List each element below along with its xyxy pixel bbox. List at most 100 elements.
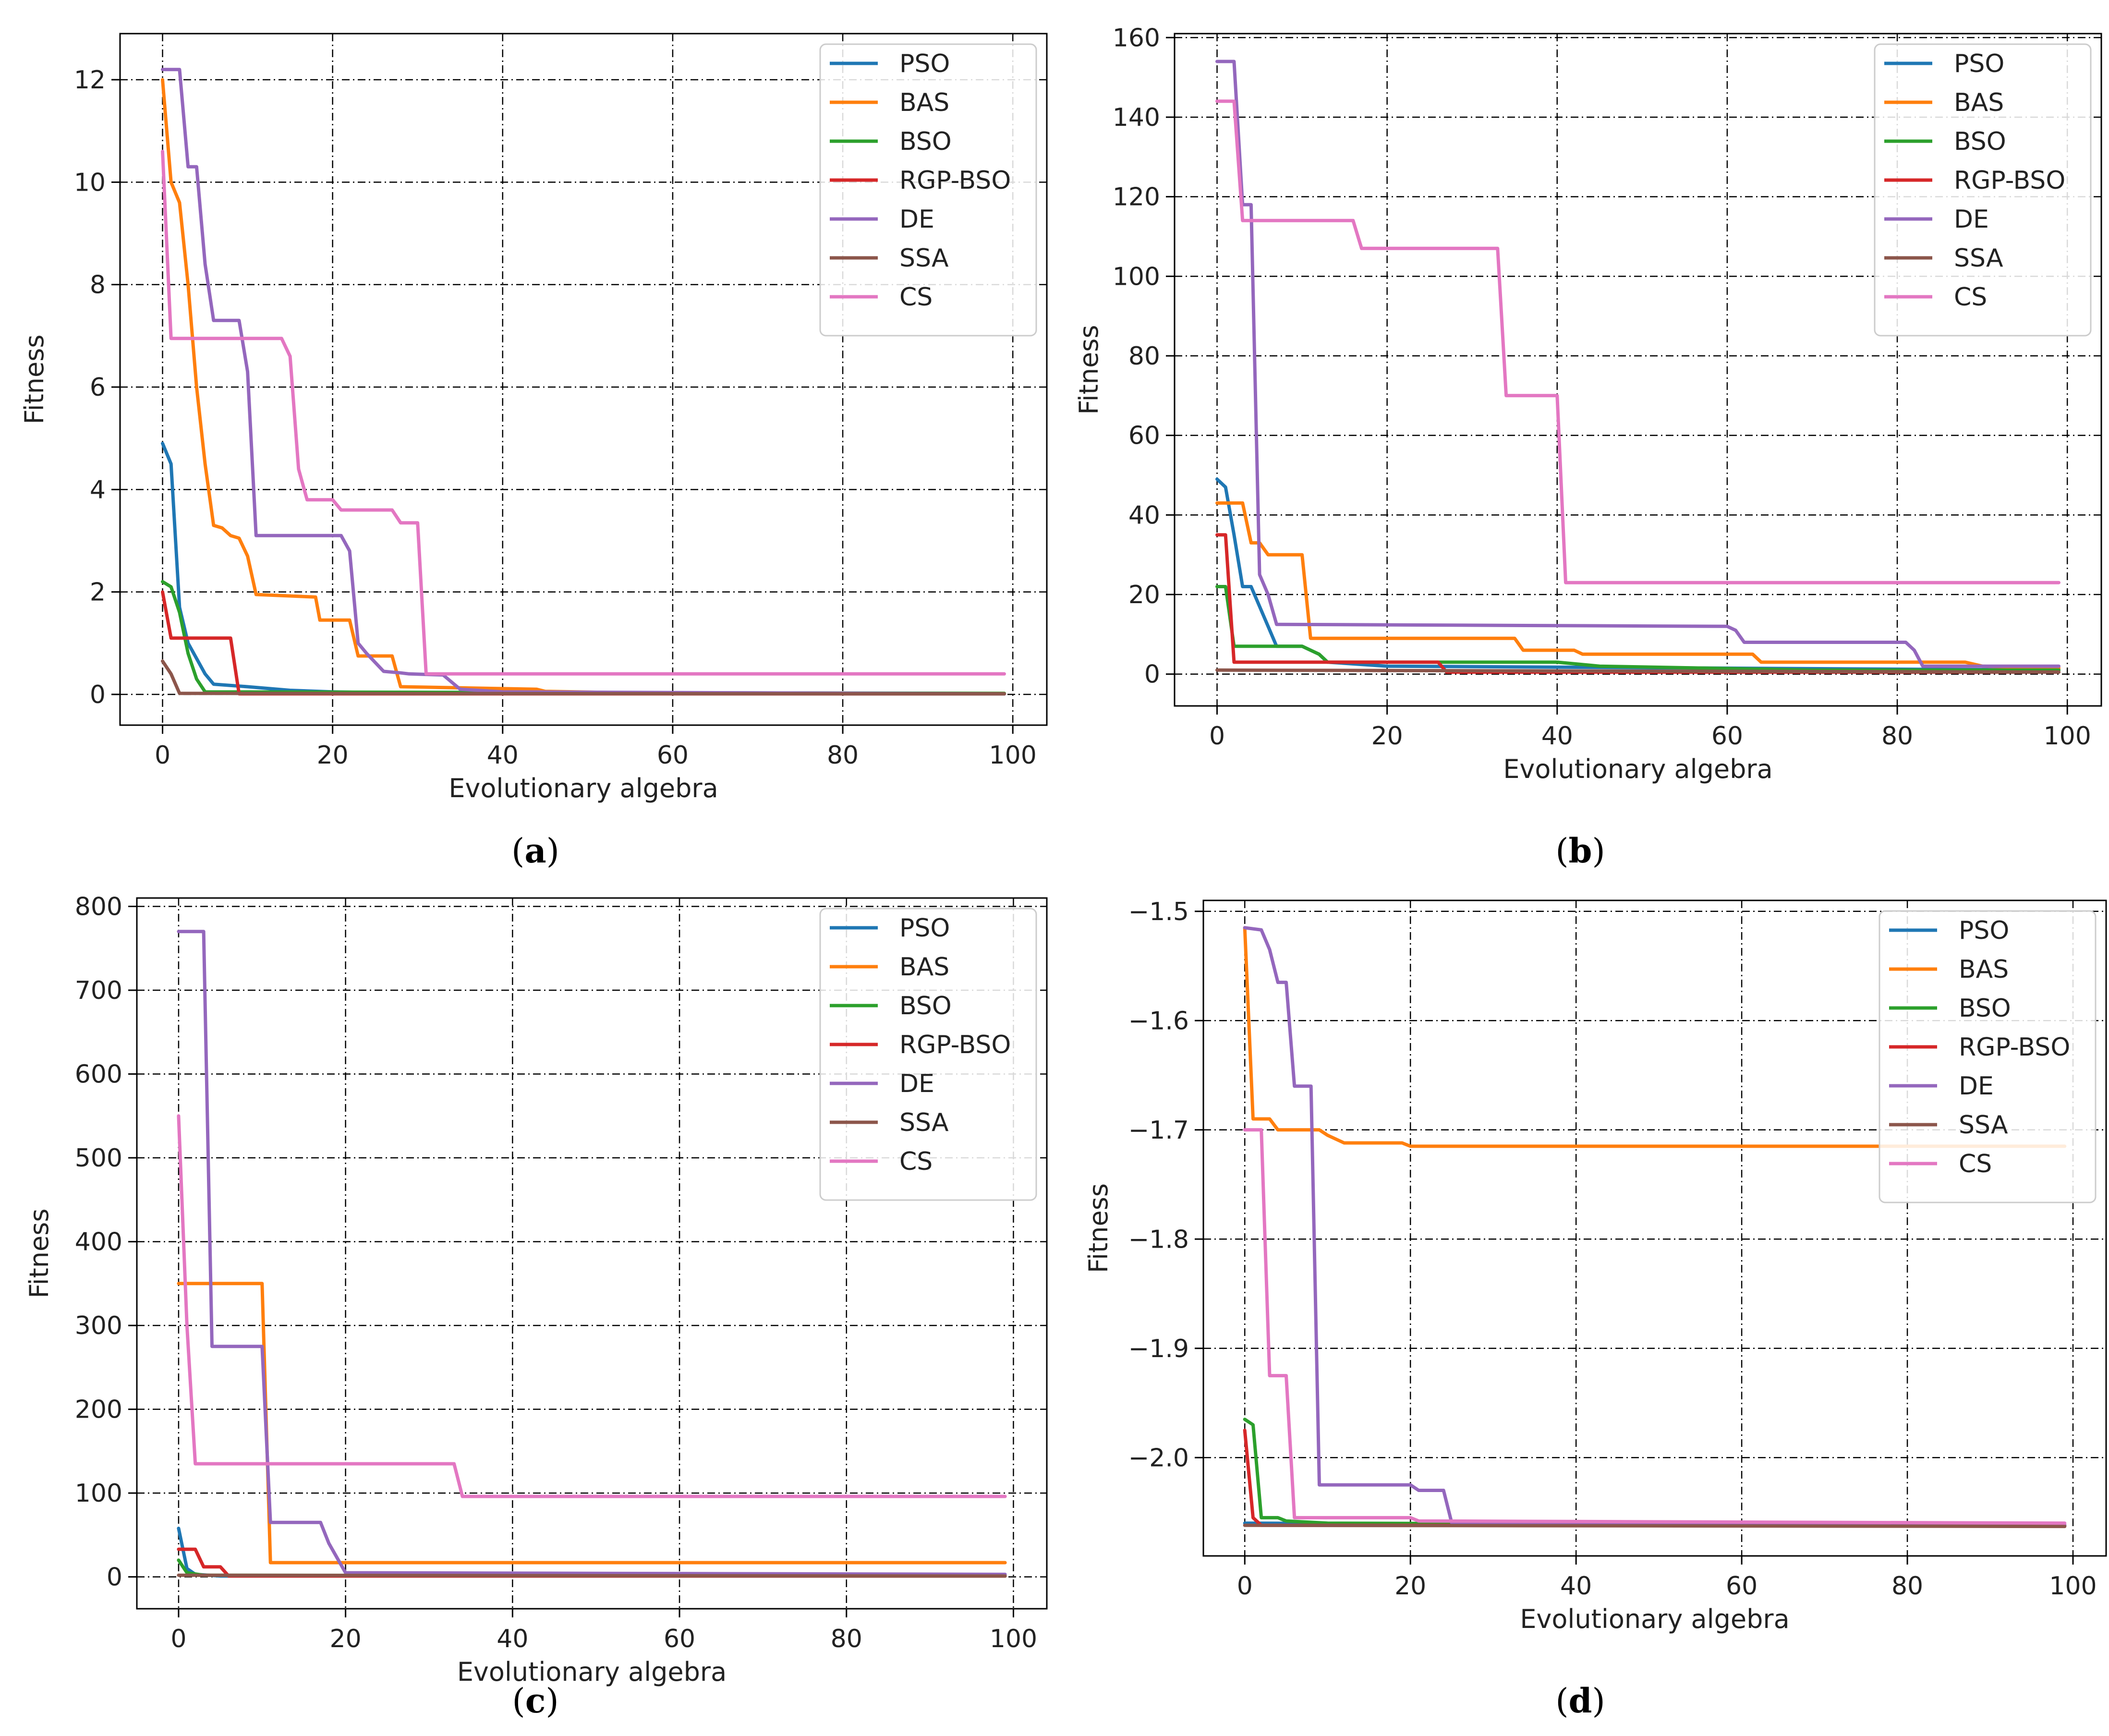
x-tick-label: 60 [1711,722,1743,751]
legend-label: RGP-BSO [1959,1033,2070,1062]
series-line-cs [177,1114,1007,1498]
x-tick-label: 40 [1560,1572,1592,1601]
x-tick-label: 0 [155,741,170,770]
x-tick-label: 80 [1881,722,1913,751]
legend-label: BAS [899,88,949,117]
chart-panel-c: 0 20 40 60 80 100 0 100 200 300 400 500 600 700 800 Evo… [0,864,1054,1736]
series-line-ssa [1215,668,2061,674]
x-tick-label: 20 [330,1625,362,1653]
y-tick-label: −2.0 [1128,1444,1189,1472]
x-tick-label: 100 [2049,1572,2097,1601]
x-tick-label: 0 [1209,722,1225,751]
legend: PSO BAS BSO RGP-BSO DE SSA CS [1879,910,2097,1203]
series-line-bso [1243,1418,2067,1527]
x-tick-label: 40 [1541,722,1573,751]
y-tick-label: 2 [90,578,106,607]
x-axis-label: Evolutionary algebra [457,1657,727,1687]
y-tick-label: 700 [75,976,122,1005]
legend-label: BAS [1954,88,2004,117]
y-tick-label: 80 [1128,342,1160,371]
legend-label: CS [899,283,933,312]
series-line-bas [1243,926,2067,1148]
legend-label: RGP-BSO [899,166,1011,195]
y-tick-label: 40 [1128,501,1160,530]
y-tick-label: 8 [90,271,106,300]
legend-label: DE [1954,205,1989,234]
legend-label: BAS [1959,955,2009,984]
x-tick-label: 100 [2044,722,2091,751]
legend-label: RGP-BSO [1954,166,2065,195]
legend-label: SSA [1959,1111,2008,1140]
legend-label: PSO [899,49,950,78]
legend-label: SSA [899,244,949,273]
y-tick-label: 20 [1128,581,1160,609]
y-tick-label: 60 [1128,422,1160,450]
series-line-cs [1215,99,2061,584]
series-line-cs [161,149,1006,676]
legend-label: CS [899,1147,933,1176]
y-axis-label: Fitness [1074,325,1104,414]
x-axis-label: Evolutionary algebra [1503,754,1772,784]
legend-label: CS [1959,1150,1992,1178]
y-tick-label: 120 [1113,183,1160,212]
caption-d: (d) [1555,1681,1605,1721]
legend: PSO BAS BSO RGP-BSO DE SSA CS [819,908,1037,1201]
legend-label: PSO [899,914,950,943]
series-line-de [1215,60,2061,668]
x-axis-label: Evolutionary algebra [448,773,718,803]
x-tick-label: 60 [664,1625,695,1653]
legend-label: DE [1959,1072,1994,1101]
x-tick-label: 40 [487,741,519,770]
x-tick-label: 20 [317,741,349,770]
chart-panel-a: 0 20 40 60 80 100 0 2 4 6 8 10 12 Evolutionary algebr… [0,0,1054,871]
legend: PSO BAS BSO RGP-BSO DE SSA CS [819,43,1037,337]
y-tick-label: 300 [75,1311,122,1340]
caption-c: (c) [512,1681,559,1721]
chart-panel-b: 0 20 40 60 80 100 0 20 40 60 80 100 120 140 160 Evoluti… [1054,0,2109,871]
x-tick-label: 80 [827,741,859,770]
y-tick-label: 400 [75,1228,122,1257]
y-tick-label: 160 [1113,24,1160,52]
legend-label: BSO [1959,994,2011,1023]
y-tick-label: 800 [75,892,122,921]
x-tick-label: 60 [657,741,689,770]
legend-label: RGP-BSO [899,1031,1011,1059]
legend-box [1874,43,2092,337]
axes-frame [136,897,1048,1610]
chart-panel-d: 0 20 40 60 80 100 −2.0 −1.9 −1.8 −1.7 −1.6 −1.5 Evol… [1054,864,2109,1736]
y-tick-label: 10 [74,168,106,197]
y-tick-label: 140 [1113,103,1160,132]
y-tick-label: 4 [90,475,106,504]
y-tick-label: −1.5 [1128,898,1189,926]
legend-label: BSO [1954,127,2006,156]
legend: PSO BAS BSO RGP-BSO DE SSA CS [1874,43,2092,337]
x-tick-label: 20 [1394,1572,1426,1601]
legend-label: PSO [1954,49,2004,78]
y-tick-label: 200 [75,1396,122,1424]
y-tick-label: 12 [74,66,106,95]
series-line-ssa [161,659,1006,696]
series-line-ssa [177,1573,1007,1578]
series-line-bas [1215,501,2061,670]
y-tick-label: 100 [75,1479,122,1508]
y-tick-label: 0 [90,680,106,709]
axes-frame [1202,899,2107,1557]
x-axis-label: Evolutionary algebra [1520,1604,1789,1634]
x-tick-label: 40 [497,1625,528,1653]
axes-frame [119,33,1048,726]
series-line-ssa [1243,1523,2067,1529]
chart-b-svg: 0 20 40 60 80 100 0 20 40 60 80 100 120 140 160 Evoluti… [1074,24,2102,784]
legend-label: DE [899,1069,934,1098]
y-tick-label: 6 [90,373,106,402]
y-axis-label: Fitness [24,1208,54,1298]
caption-a: (a) [511,831,559,871]
legend-label: CS [1954,283,1987,312]
chart-d-svg: 0 20 40 60 80 100 −2.0 −1.9 −1.8 −1.7 −1.6 −1.5 Evol… [1083,898,2107,1634]
series-line-cs [1243,1128,2067,1525]
y-tick-label: −1.8 [1128,1225,1189,1254]
legend-label: BSO [899,992,952,1020]
x-tick-label: 100 [989,741,1037,770]
x-tick-label: 20 [1371,722,1403,751]
chart-a-svg: 0 20 40 60 80 100 0 2 4 6 8 10 12 Evolutionary algebr… [19,33,1048,803]
